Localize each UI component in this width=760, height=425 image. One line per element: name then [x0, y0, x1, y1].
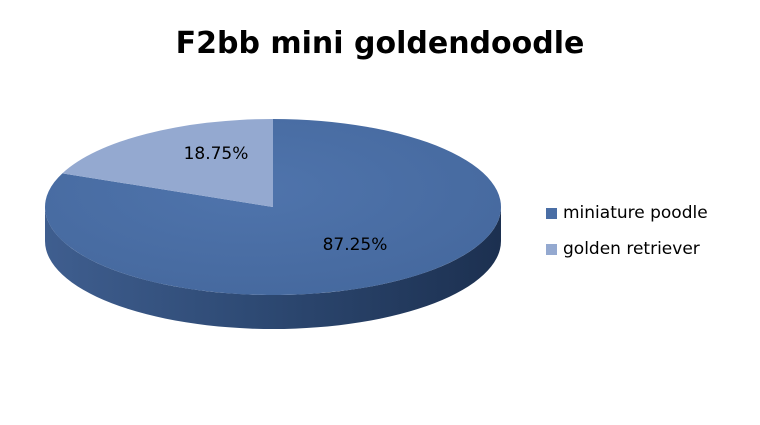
legend-item-golden-retriever: golden retriever	[546, 236, 708, 262]
legend-item-miniature-poodle: miniature poodle	[546, 200, 708, 226]
legend-swatch-miniature-poodle	[546, 207, 557, 219]
data-label-golden-retriever: 18.75%	[184, 144, 249, 164]
legend-label: golden retriever	[563, 239, 700, 259]
chart-title: F2bb mini goldendoodle	[175, 26, 585, 61]
slice-golden-retriever	[62, 119, 273, 207]
legend-swatch-golden-retriever	[546, 243, 557, 255]
legend: miniature poodle golden retriever	[546, 200, 708, 272]
pie-side-wall	[45, 207, 501, 329]
legend-label: miniature poodle	[563, 203, 708, 223]
data-label-miniature-poodle: 87.25%	[323, 235, 388, 255]
